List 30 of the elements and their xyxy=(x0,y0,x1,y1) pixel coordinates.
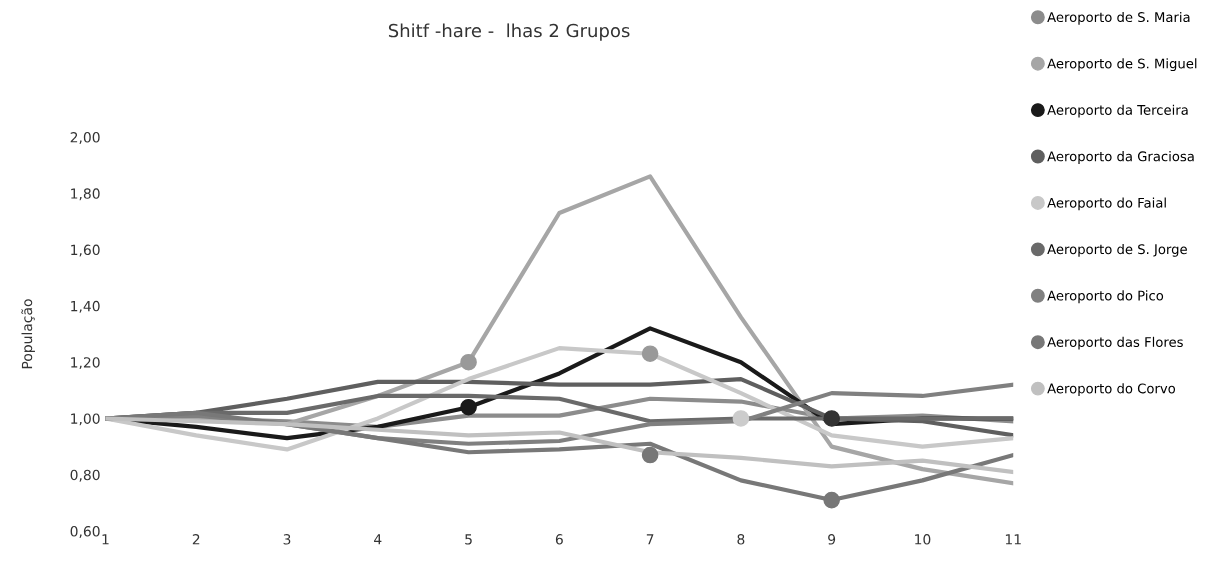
y-tick-label: 0,60 xyxy=(70,526,100,538)
x-tick-label: 9 xyxy=(828,534,836,545)
chart-title: Shitf -hare - lhas 2 Grupos xyxy=(388,23,630,41)
x-tick-label: 7 xyxy=(646,534,654,545)
y-tick-label: 1,00 xyxy=(71,413,100,426)
y-tick-label: 1,60 xyxy=(71,244,100,257)
legend-label: Aeroporto de S. Maria xyxy=(1047,11,1190,25)
x-tick-label: 6 xyxy=(555,534,563,545)
y-tick-label: 1,40 xyxy=(71,300,100,313)
x-tick-label: 8 xyxy=(737,534,745,545)
y-tick-label: 1,20 xyxy=(71,357,100,370)
legend-label: Aeroporto de S. Miguel xyxy=(1047,58,1197,72)
legend-label: Aeroporto do Pico xyxy=(1047,290,1164,304)
x-tick-label: 1 xyxy=(102,534,109,545)
x-tick-label: 3 xyxy=(283,534,291,545)
x-tick-label: 10 xyxy=(915,534,931,545)
y-axis-title: População xyxy=(21,299,35,369)
legend-label: Aeroporto das Flores xyxy=(1047,336,1183,350)
y-tick-label: 0,80 xyxy=(70,469,100,482)
legend-label: Aeroporto do Corvo xyxy=(1047,383,1176,396)
x-tick-label: 11 xyxy=(1005,534,1021,545)
x-tick-label: 4 xyxy=(374,534,382,545)
x-tick-label: 5 xyxy=(465,534,472,545)
y-tick-label: 1,80 xyxy=(71,188,100,201)
legend-label: Aeroporto da Terceira xyxy=(1047,104,1188,118)
legend-label: Aeroporto do Faial xyxy=(1047,197,1166,211)
y-tick-label: 2,00 xyxy=(70,132,100,144)
legend-label: Aeroporto da Graciosa xyxy=(1047,151,1194,164)
legend-label: Aeroporto de S. Jorge xyxy=(1047,243,1187,257)
x-tick-label: 2 xyxy=(192,534,200,545)
